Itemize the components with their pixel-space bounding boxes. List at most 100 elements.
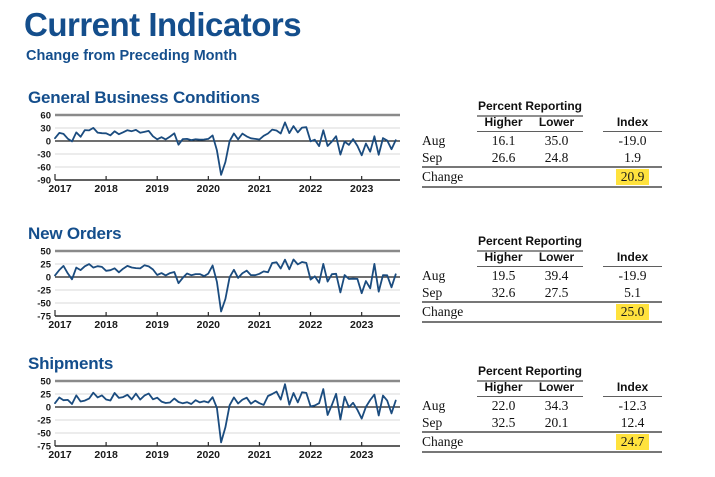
- y-axis-tick-label: -90: [37, 176, 51, 187]
- year-label: 2018: [94, 183, 118, 195]
- col-header-higher: Higher: [477, 115, 530, 132]
- data-line: [54, 121, 397, 176]
- index-value: -12.3: [618, 398, 647, 413]
- year-label: 2017: [48, 449, 72, 461]
- col-header-higher: Higher: [477, 250, 530, 267]
- row-label: Aug: [422, 133, 446, 148]
- row-label: Change: [422, 169, 464, 184]
- percent-reporting-header: Percent Reporting: [477, 364, 583, 382]
- year-label: 2022: [299, 319, 323, 331]
- index-value: 1.9: [624, 150, 641, 165]
- highlighted-change-value: 24.7: [615, 434, 650, 450]
- table-row-sep: Sep 26.6 24.8 1.9: [422, 149, 662, 168]
- year-label: 2023: [350, 449, 374, 461]
- index-value: -19.0: [618, 133, 647, 148]
- year-label: 2017: [48, 319, 72, 331]
- change-index-cell: 24.7: [603, 433, 662, 451]
- lower-value: 39.4: [544, 268, 569, 283]
- y-axis-tick-label: 25: [40, 390, 51, 401]
- higher-value: 19.5: [491, 268, 516, 283]
- lower-value: 24.8: [544, 150, 569, 165]
- highlighted-change-value: 20.9: [615, 169, 650, 185]
- y-axis-tick-label: -50: [37, 429, 51, 440]
- chart-new-orders: 50 25 0 -25 -50 -75 2017 2018 2019 2020 2021 2022 20…: [16, 245, 420, 335]
- col-header-index: Index: [603, 380, 662, 397]
- year-label: 2021: [248, 449, 272, 461]
- year-label: 2023: [350, 319, 374, 331]
- lower-value: 34.3: [544, 398, 569, 413]
- percent-reporting-header: Percent Reporting: [477, 99, 583, 117]
- year-label: 2022: [299, 183, 323, 195]
- highlighted-change-value: 25.0: [615, 304, 650, 320]
- y-axis-tick-label: 30: [40, 124, 51, 135]
- table-row-aug: Aug 19.5 39.4 -19.9: [422, 267, 662, 284]
- higher-value: 16.1: [491, 133, 516, 148]
- y-axis-tick-label: 0: [46, 273, 51, 284]
- col-header-higher: Higher: [477, 380, 530, 397]
- page-subtitle: Change from Preceding Month: [26, 48, 238, 64]
- y-axis-tick-label: -30: [37, 150, 51, 161]
- year-label: 2018: [94, 319, 118, 331]
- y-axis-tick-label: 50: [40, 377, 51, 388]
- chart-shipments: 50 25 0 -25 -50 -75 2017 2018 2019 2020 2021 2022 20…: [16, 375, 420, 465]
- section-title-general-business-conditions: General Business Conditions: [28, 88, 260, 107]
- chart-general-business-conditions: 60 30 0 -30 -60 -90 2017 2018 2019 2020 2021 2022 20…: [16, 109, 420, 199]
- col-header-lower: Lower: [530, 250, 583, 267]
- y-axis-tick-label: -50: [37, 299, 51, 310]
- year-label: 2021: [248, 319, 272, 331]
- year-label: 2022: [299, 449, 323, 461]
- y-axis-tick-label: 25: [40, 260, 51, 271]
- page-title: Current Indicators: [24, 6, 302, 43]
- y-axis-tick-label: 0: [46, 403, 51, 414]
- year-label: 2020: [197, 319, 221, 331]
- col-header-lower: Lower: [530, 115, 583, 132]
- table-row-change: Change 25.0: [422, 303, 662, 323]
- year-label: 2023: [350, 183, 374, 195]
- year-label: 2018: [94, 449, 118, 461]
- row-label: Aug: [422, 398, 446, 413]
- table-row-sep: Sep 32.6 27.5 5.1: [422, 284, 662, 303]
- index-value: 5.1: [624, 285, 641, 300]
- lower-value: 35.0: [544, 133, 569, 148]
- change-index-cell: 20.9: [603, 168, 662, 186]
- col-header-index: Index: [603, 250, 662, 267]
- y-axis-tick-label: -60: [37, 163, 51, 174]
- y-axis-tick-label: -75: [37, 312, 51, 323]
- section-title-new-orders: New Orders: [28, 224, 122, 243]
- higher-value: 32.6: [491, 285, 516, 300]
- y-axis-tick-label: -75: [37, 442, 51, 453]
- row-label: Change: [422, 434, 464, 449]
- y-axis-tick-label: 50: [40, 247, 51, 258]
- col-header-lower: Lower: [530, 380, 583, 397]
- lower-value: 27.5: [544, 285, 569, 300]
- table-row-change: Change 24.7: [422, 433, 662, 453]
- table-row-change: Change 20.9: [422, 168, 662, 188]
- table-new-orders: Percent Reporting Higher Lower Index Aug…: [422, 234, 662, 323]
- change-index-cell: 25.0: [603, 303, 662, 321]
- year-label: 2019: [146, 319, 170, 331]
- year-label: 2017: [48, 183, 72, 195]
- index-value: 12.4: [620, 415, 645, 430]
- higher-value: 22.0: [491, 398, 516, 413]
- row-label: Aug: [422, 268, 446, 283]
- table-row-sep: Sep 32.5 20.1 12.4: [422, 414, 662, 433]
- higher-value: 32.5: [491, 415, 516, 430]
- y-axis-tick-label: -25: [37, 286, 51, 297]
- row-label: Sep: [422, 415, 443, 430]
- row-label: Sep: [422, 150, 443, 165]
- year-label: 2020: [197, 183, 221, 195]
- table-shipments: Percent Reporting Higher Lower Index Aug…: [422, 364, 662, 453]
- row-label: Change: [422, 304, 464, 319]
- year-label: 2019: [146, 449, 170, 461]
- year-label: 2020: [197, 449, 221, 461]
- section-title-shipments: Shipments: [28, 354, 114, 373]
- table-general-business-conditions: Percent Reporting Higher Lower Index Aug…: [422, 99, 662, 188]
- col-header-index: Index: [603, 115, 662, 132]
- y-axis-tick-label: 0: [46, 137, 51, 148]
- y-axis-tick-label: -25: [37, 416, 51, 427]
- table-row-aug: Aug 22.0 34.3 -12.3: [422, 397, 662, 414]
- y-axis-tick-label: 60: [40, 111, 51, 122]
